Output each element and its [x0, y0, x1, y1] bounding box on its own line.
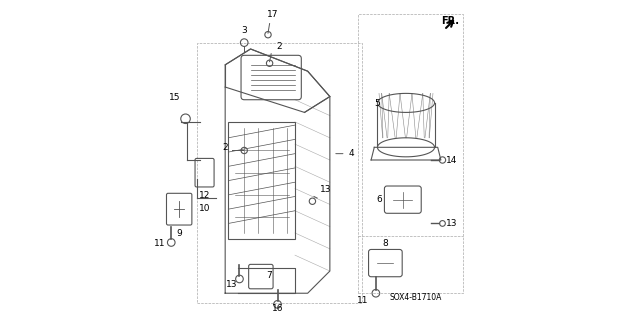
Text: 10: 10	[199, 204, 210, 213]
Text: 14: 14	[446, 156, 457, 164]
Text: 2: 2	[276, 42, 282, 51]
Text: 15: 15	[169, 93, 180, 102]
Text: 6: 6	[376, 195, 382, 204]
Text: 13: 13	[320, 185, 332, 194]
Text: 16: 16	[272, 304, 283, 313]
Text: 13: 13	[446, 219, 457, 228]
Text: FR.: FR.	[441, 16, 459, 26]
Text: 4: 4	[349, 149, 355, 158]
Text: 17: 17	[267, 10, 278, 19]
Text: 11: 11	[154, 239, 166, 248]
Text: 12: 12	[199, 191, 210, 200]
Text: 13: 13	[226, 280, 237, 289]
Text: SOX4-B1710A: SOX4-B1710A	[389, 292, 441, 301]
Text: 3: 3	[241, 26, 247, 35]
Text: 9: 9	[176, 229, 182, 238]
Text: 2: 2	[223, 143, 229, 153]
Text: 7: 7	[266, 271, 272, 280]
Text: 5: 5	[374, 99, 381, 108]
Text: 11: 11	[357, 296, 369, 305]
Text: 8: 8	[382, 239, 388, 248]
